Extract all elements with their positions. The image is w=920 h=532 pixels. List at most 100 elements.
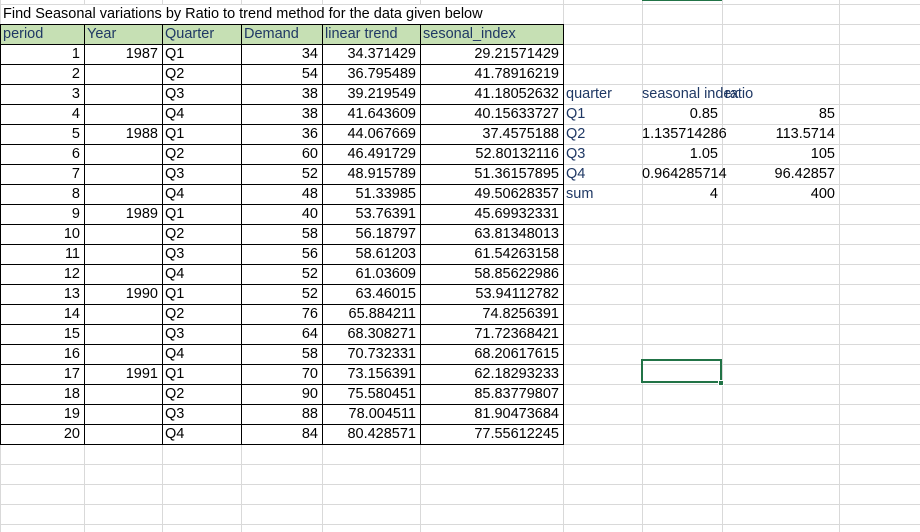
cell-quarter[interactable]: Q2 bbox=[165, 66, 185, 82]
cell-year[interactable] bbox=[84, 244, 162, 264]
cell-year[interactable] bbox=[84, 164, 162, 184]
cell-quarter[interactable]: Q1 bbox=[165, 126, 185, 142]
cell-period[interactable]: 16 bbox=[63, 346, 80, 362]
cell-seasonal-index[interactable]: 81.90473684 bbox=[474, 406, 559, 422]
summary-header-ratio[interactable]: ratio bbox=[725, 86, 754, 102]
cell-quarter[interactable]: Q4 bbox=[165, 346, 185, 362]
summary-header-quarter[interactable]: quarter bbox=[566, 86, 612, 102]
cell-period[interactable]: 20 bbox=[63, 426, 80, 442]
cell-period[interactable]: 5 bbox=[71, 126, 80, 142]
cell-year[interactable]: 1990 bbox=[125, 286, 158, 302]
cell-quarter[interactable]: Q1 bbox=[165, 46, 185, 62]
cell-quarter[interactable]: Q1 bbox=[165, 366, 185, 382]
cell-demand[interactable]: 58 bbox=[301, 346, 318, 362]
summary-cell-ratio[interactable]: 105 bbox=[810, 146, 835, 162]
cell-period[interactable]: 7 bbox=[71, 166, 80, 182]
cell-linear-trend[interactable]: 56.18797 bbox=[355, 226, 416, 242]
cell-year[interactable] bbox=[84, 144, 162, 164]
cell-quarter[interactable]: Q1 bbox=[165, 206, 185, 222]
cell-period[interactable]: 2 bbox=[71, 66, 80, 82]
summary-cell-ratio[interactable]: 400 bbox=[810, 186, 835, 202]
cell-year[interactable] bbox=[84, 104, 162, 124]
cell-seasonal-index[interactable]: 29.21571429 bbox=[474, 46, 559, 62]
cell-linear-trend[interactable]: 61.03609 bbox=[355, 266, 416, 282]
summary-header-seasonal-index[interactable]: seasonal index bbox=[642, 86, 739, 102]
cell-seasonal-index[interactable]: 40.15633727 bbox=[474, 106, 559, 122]
summary-cell-quarter[interactable]: sum bbox=[566, 186, 594, 202]
cell-period[interactable]: 8 bbox=[71, 186, 80, 202]
cell-linear-trend[interactable]: 63.46015 bbox=[355, 286, 416, 302]
cell-seasonal-index[interactable]: 37.4575188 bbox=[482, 126, 559, 142]
cell-period[interactable]: 6 bbox=[71, 146, 80, 162]
cell-seasonal-index[interactable]: 41.78916219 bbox=[474, 66, 559, 82]
cell-quarter[interactable]: Q4 bbox=[165, 106, 185, 122]
cell-demand[interactable]: 52 bbox=[301, 266, 318, 282]
cell-seasonal-index[interactable]: 51.36157895 bbox=[474, 166, 559, 182]
cell-demand[interactable]: 52 bbox=[301, 286, 318, 302]
cell-demand[interactable]: 34 bbox=[301, 46, 318, 62]
cell-quarter[interactable]: Q2 bbox=[165, 306, 185, 322]
cell-period[interactable]: 3 bbox=[71, 86, 80, 102]
cell-linear-trend[interactable]: 53.76391 bbox=[355, 206, 416, 222]
summary-cell-ratio[interactable]: 96.42857 bbox=[774, 166, 835, 182]
cell-demand[interactable]: 38 bbox=[301, 86, 318, 102]
cell-seasonal-index[interactable]: 45.69932331 bbox=[474, 206, 559, 222]
cell-linear-trend[interactable]: 39.219549 bbox=[347, 86, 416, 102]
cell-quarter[interactable]: Q3 bbox=[165, 166, 185, 182]
cell-demand[interactable]: 70 bbox=[301, 366, 318, 382]
summary-cell-quarter[interactable]: Q2 bbox=[566, 126, 586, 142]
cell-seasonal-index[interactable]: 68.20617615 bbox=[474, 346, 559, 362]
summary-cell-quarter[interactable]: Q4 bbox=[566, 166, 586, 182]
column-header-period[interactable]: period bbox=[3, 26, 44, 42]
cell-quarter[interactable]: Q4 bbox=[165, 186, 185, 202]
cell-period[interactable]: 15 bbox=[63, 326, 80, 342]
cell-quarter[interactable]: Q2 bbox=[165, 226, 185, 242]
cell-seasonal-index[interactable]: 74.8256391 bbox=[482, 306, 559, 322]
summary-cell-seasonal-index[interactable]: 0.964285714 bbox=[642, 166, 727, 182]
cell-period[interactable]: 10 bbox=[63, 226, 80, 242]
cell-period[interactable]: 1 bbox=[71, 46, 80, 62]
cell-seasonal-index[interactable]: 49.50628357 bbox=[474, 186, 559, 202]
cell-demand[interactable]: 84 bbox=[301, 426, 318, 442]
cell-quarter[interactable]: Q4 bbox=[165, 426, 185, 442]
cell-year[interactable]: 1989 bbox=[125, 206, 158, 222]
column-header-linear_trend[interactable]: linear trend bbox=[325, 26, 398, 42]
cell-linear-trend[interactable]: 75.580451 bbox=[347, 386, 416, 402]
summary-cell-quarter[interactable]: Q1 bbox=[566, 106, 586, 122]
cell-linear-trend[interactable]: 41.643609 bbox=[347, 106, 416, 122]
summary-cell-seasonal-index[interactable]: 0.85 bbox=[689, 106, 718, 122]
summary-cell-ratio[interactable]: 85 bbox=[818, 106, 835, 122]
cell-year[interactable] bbox=[84, 224, 162, 244]
cell-demand[interactable]: 38 bbox=[301, 106, 318, 122]
cell-period[interactable]: 18 bbox=[63, 386, 80, 402]
cell-period[interactable]: 4 bbox=[71, 106, 80, 122]
cell-seasonal-index[interactable]: 58.85622986 bbox=[474, 266, 559, 282]
cell-seasonal-index[interactable]: 41.18052632 bbox=[474, 86, 559, 102]
cell-demand[interactable]: 52 bbox=[301, 166, 318, 182]
cell-quarter[interactable]: Q3 bbox=[165, 246, 185, 262]
cell-linear-trend[interactable]: 44.067669 bbox=[347, 126, 416, 142]
cell-quarter[interactable]: Q2 bbox=[165, 386, 185, 402]
cell-year[interactable] bbox=[84, 64, 162, 84]
cell-seasonal-index[interactable]: 71.72368421 bbox=[474, 326, 559, 342]
column-header-year[interactable]: Year bbox=[87, 26, 117, 42]
summary-cell-ratio[interactable]: 113.5714 bbox=[775, 126, 835, 142]
summary-cell-seasonal-index[interactable]: 1.135714286 bbox=[642, 126, 727, 142]
cell-linear-trend[interactable]: 36.795489 bbox=[347, 66, 416, 82]
cell-year[interactable] bbox=[84, 404, 162, 424]
summary-cell-seasonal-index[interactable]: 1.05 bbox=[689, 146, 718, 162]
cell-quarter[interactable]: Q3 bbox=[165, 86, 185, 102]
cell-year[interactable]: 1988 bbox=[125, 126, 158, 142]
cell-demand[interactable]: 40 bbox=[301, 206, 318, 222]
cell-linear-trend[interactable]: 78.004511 bbox=[348, 406, 416, 422]
cell-linear-trend[interactable]: 51.33985 bbox=[355, 186, 416, 202]
cell-demand[interactable]: 76 bbox=[301, 306, 318, 322]
cell-period[interactable]: 13 bbox=[63, 286, 80, 302]
cell-linear-trend[interactable]: 46.491729 bbox=[347, 146, 416, 162]
cell-year[interactable] bbox=[84, 324, 162, 344]
cell-linear-trend[interactable]: 70.732331 bbox=[347, 346, 416, 362]
cell-year[interactable] bbox=[84, 84, 162, 104]
cell-demand[interactable]: 56 bbox=[301, 246, 318, 262]
cell-year[interactable] bbox=[84, 304, 162, 324]
cell-linear-trend[interactable]: 80.428571 bbox=[347, 426, 416, 442]
